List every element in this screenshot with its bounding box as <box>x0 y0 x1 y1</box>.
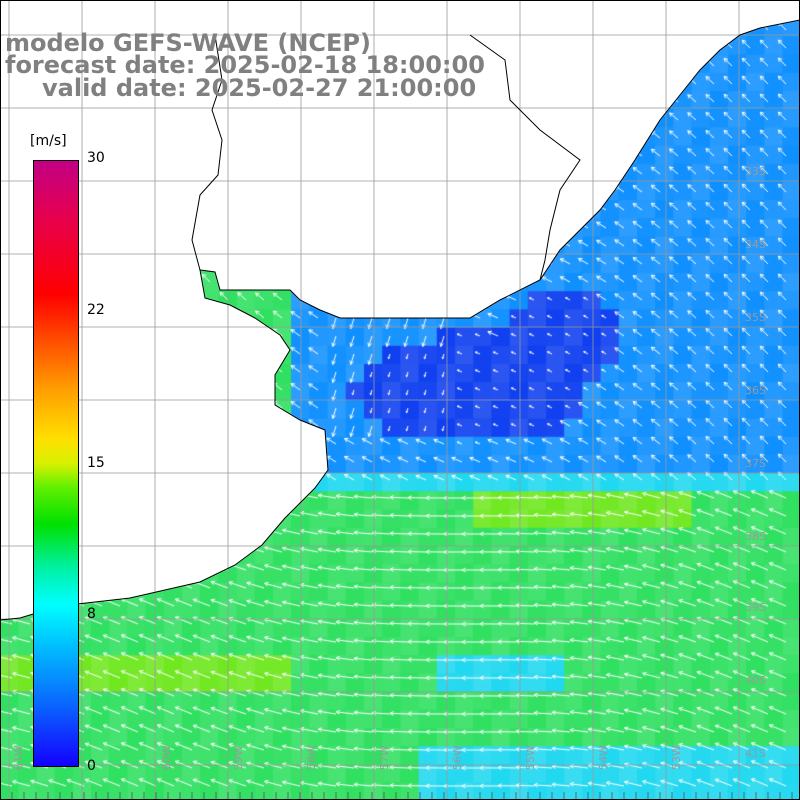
colorbar-tick-15: 15 <box>87 455 105 471</box>
border-line <box>191 34 223 271</box>
lon-label-55w: 55W <box>524 745 537 770</box>
lon-label-59w: 59W <box>232 745 245 770</box>
border-line <box>469 34 581 281</box>
valid-date: valid date: 2025-02-27 21:00:00 <box>42 74 477 102</box>
lon-label-57w: 57W <box>378 745 391 770</box>
lat-label-33s: 33S <box>745 165 766 178</box>
lat-label-36s: 36S <box>745 384 766 397</box>
colorbar <box>33 160 79 767</box>
lat-label-41s: 41S <box>745 747 766 760</box>
lon-label-53w: 53W <box>670 745 683 770</box>
lon-label-56w: 56W <box>451 745 464 770</box>
colorbar-tick-0: 0 <box>87 758 96 774</box>
colorbar-tick-22: 22 <box>87 302 105 318</box>
colorbar-tick-30: 30 <box>87 150 105 166</box>
lon-label-60w: 60W <box>160 745 173 770</box>
lat-label-40s: 40S <box>745 674 766 687</box>
lon-label-61w: 61W <box>12 745 25 770</box>
lat-label-34s: 34S <box>745 238 766 251</box>
colorbar-tick-8: 8 <box>87 606 96 622</box>
lat-label-35s: 35S <box>745 311 766 324</box>
model-title: modelo GEFS-WAVE (NCEP) <box>5 29 371 57</box>
lat-label-39s: 39S <box>745 601 766 614</box>
lon-label-58w: 58W <box>305 745 318 770</box>
lat-label-37s: 37S <box>745 457 766 470</box>
lat-label-38s: 38S <box>745 530 766 543</box>
forecast-date: forecast date: 2025-02-18 18:00:00 <box>5 51 485 79</box>
coastline <box>0 19 800 621</box>
lon-label-54w: 54W <box>597 745 610 770</box>
colorbar-units: [m/s] <box>30 133 67 149</box>
